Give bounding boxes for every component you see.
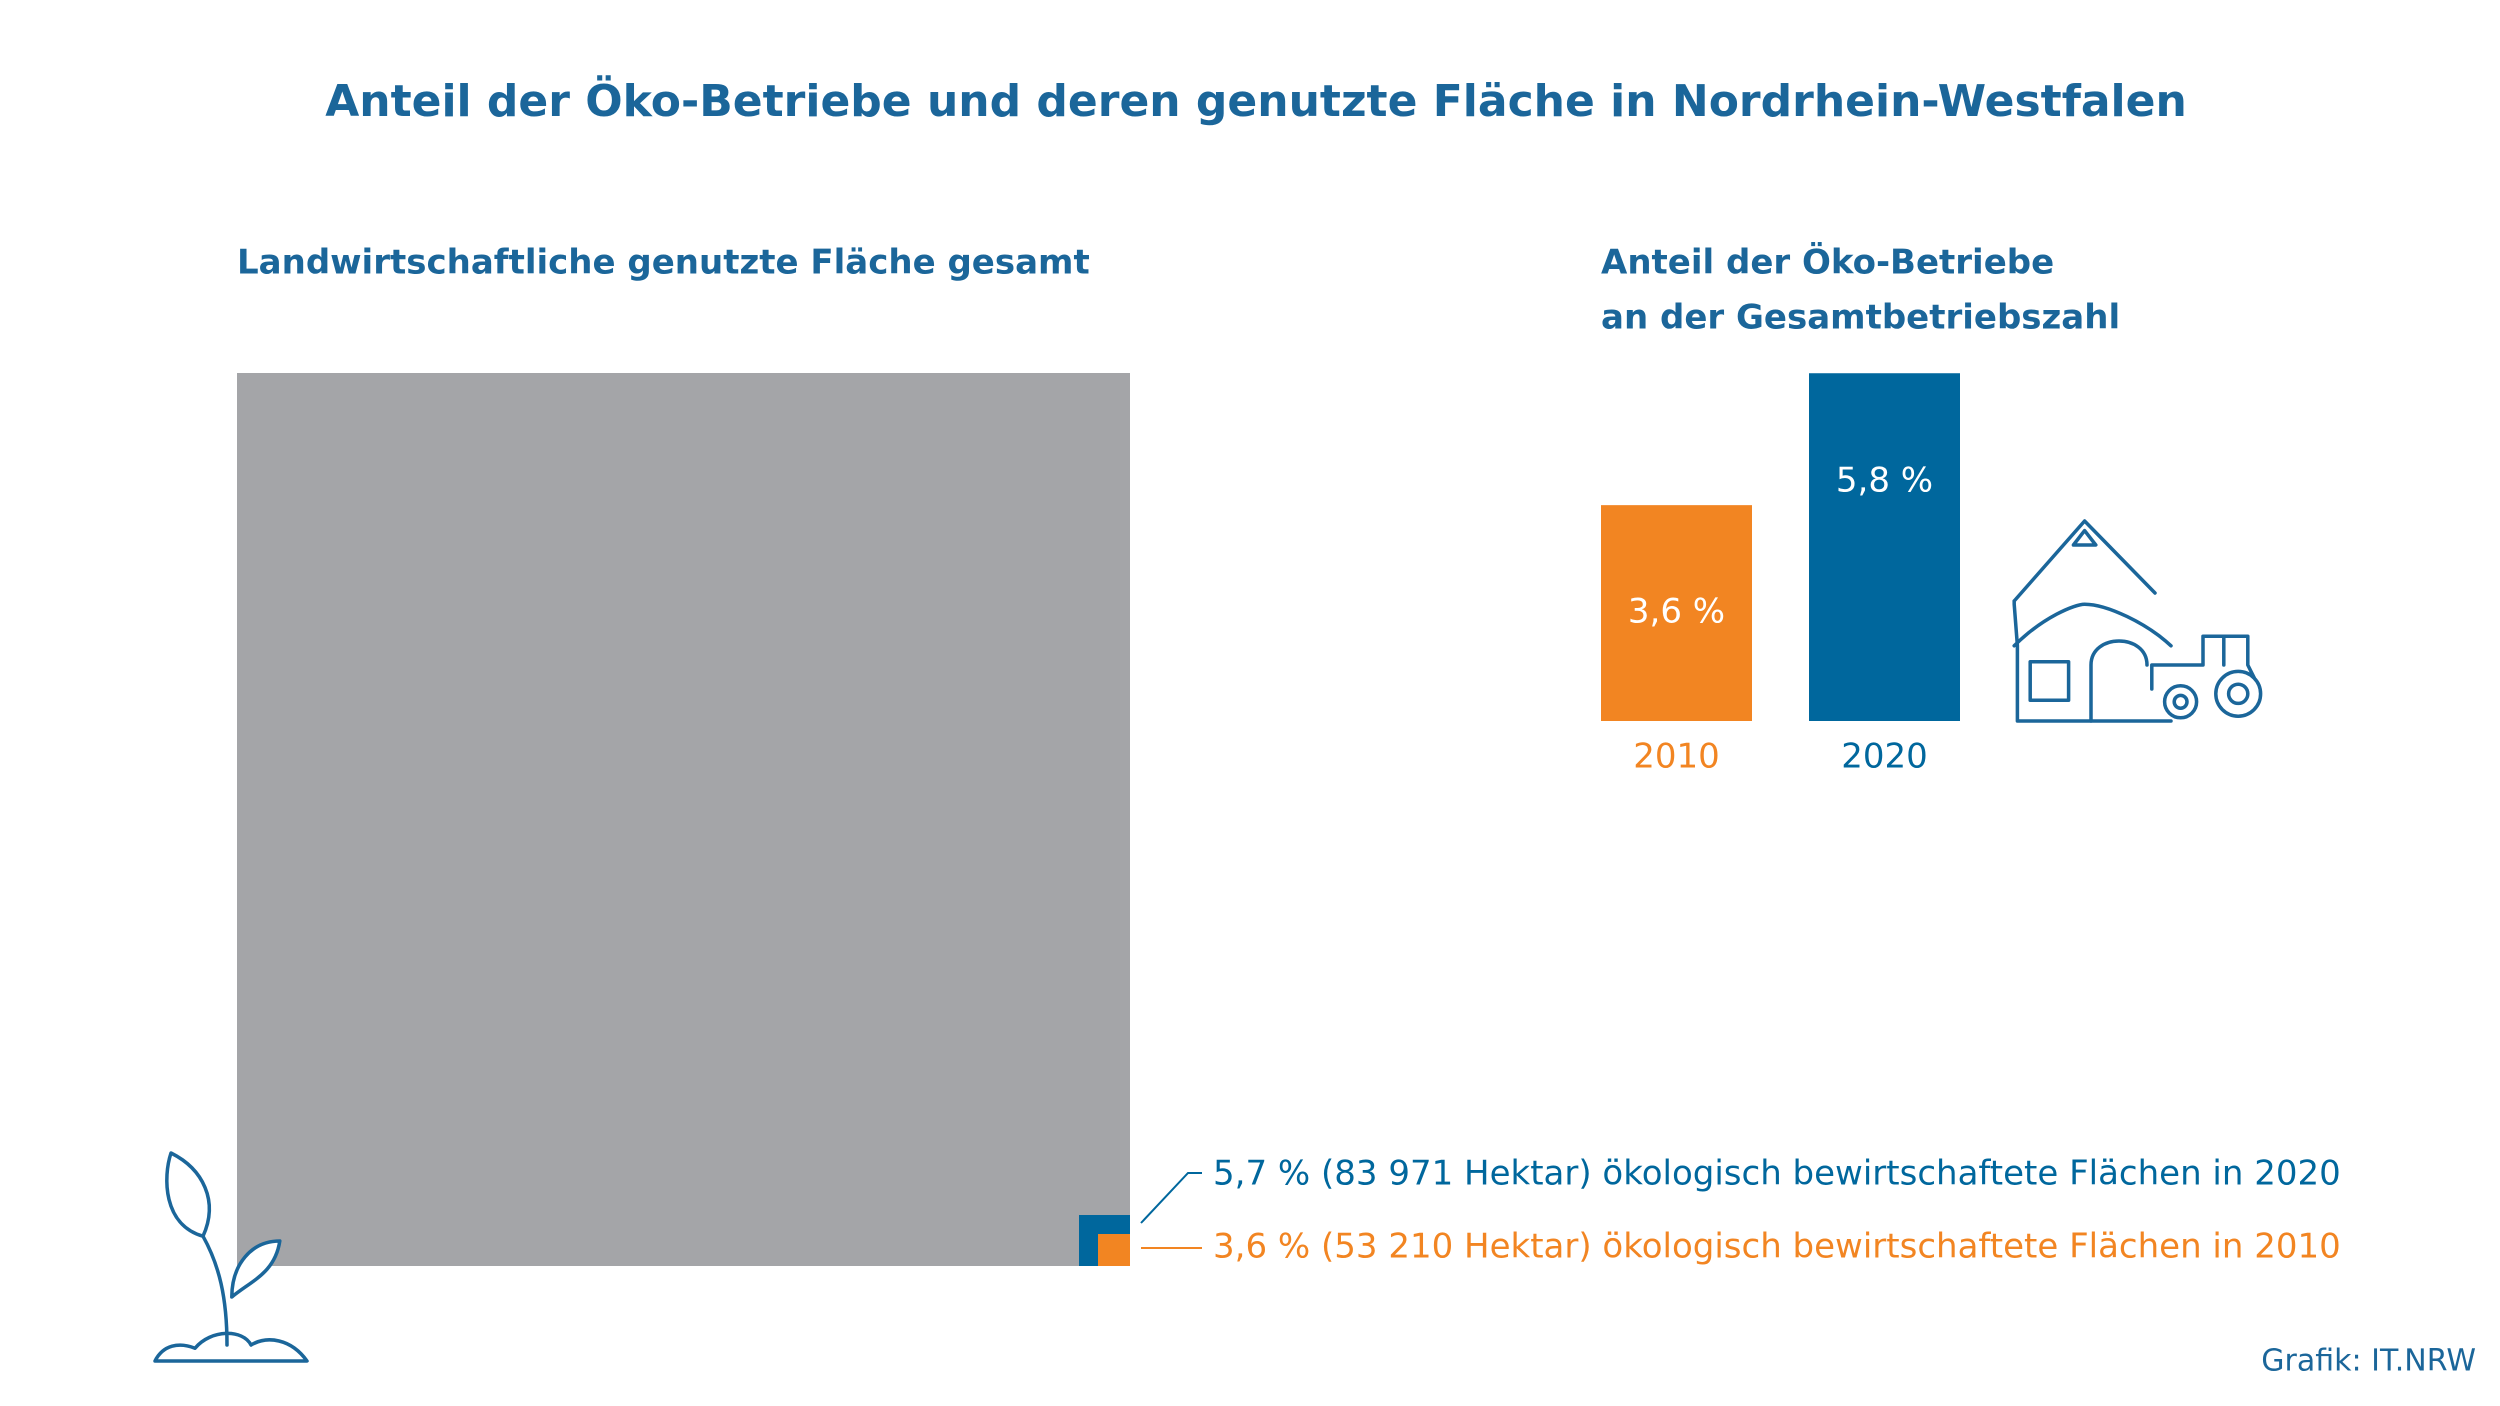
category-label: 2010 [1633, 737, 1720, 777]
area-title: Landwirtschaftliche genutzte Fläche gesa… [237, 243, 1090, 283]
value-label: 5,8 % [1836, 461, 1933, 501]
source: Grafik: IT.NRW [2261, 1344, 2476, 1379]
bar-title: an der Gesamtbetriebszahl [1601, 298, 2120, 338]
chart-title: Anteil der Öko-Betriebe und deren genutz… [325, 74, 2187, 127]
farm-icon [2012, 519, 2263, 723]
marker-2010 [1098, 1234, 1130, 1266]
plant-icon [153, 1151, 309, 1363]
total-area [237, 373, 1130, 1266]
area-annotation: 3,6 % (53 210 Hektar) ökologisch bewirts… [1213, 1227, 2341, 1267]
leader-line [1140, 1172, 1202, 1224]
bar [1809, 373, 1960, 721]
category-label: 2020 [1841, 737, 1928, 777]
area-annotation: 5,7 % (83 971 Hektar) ökologisch bewirts… [1213, 1154, 2341, 1194]
bar-title: Anteil der Öko-Betriebe [1601, 242, 2054, 283]
bar [1601, 505, 1752, 721]
value-label: 3,6 % [1628, 592, 1725, 632]
